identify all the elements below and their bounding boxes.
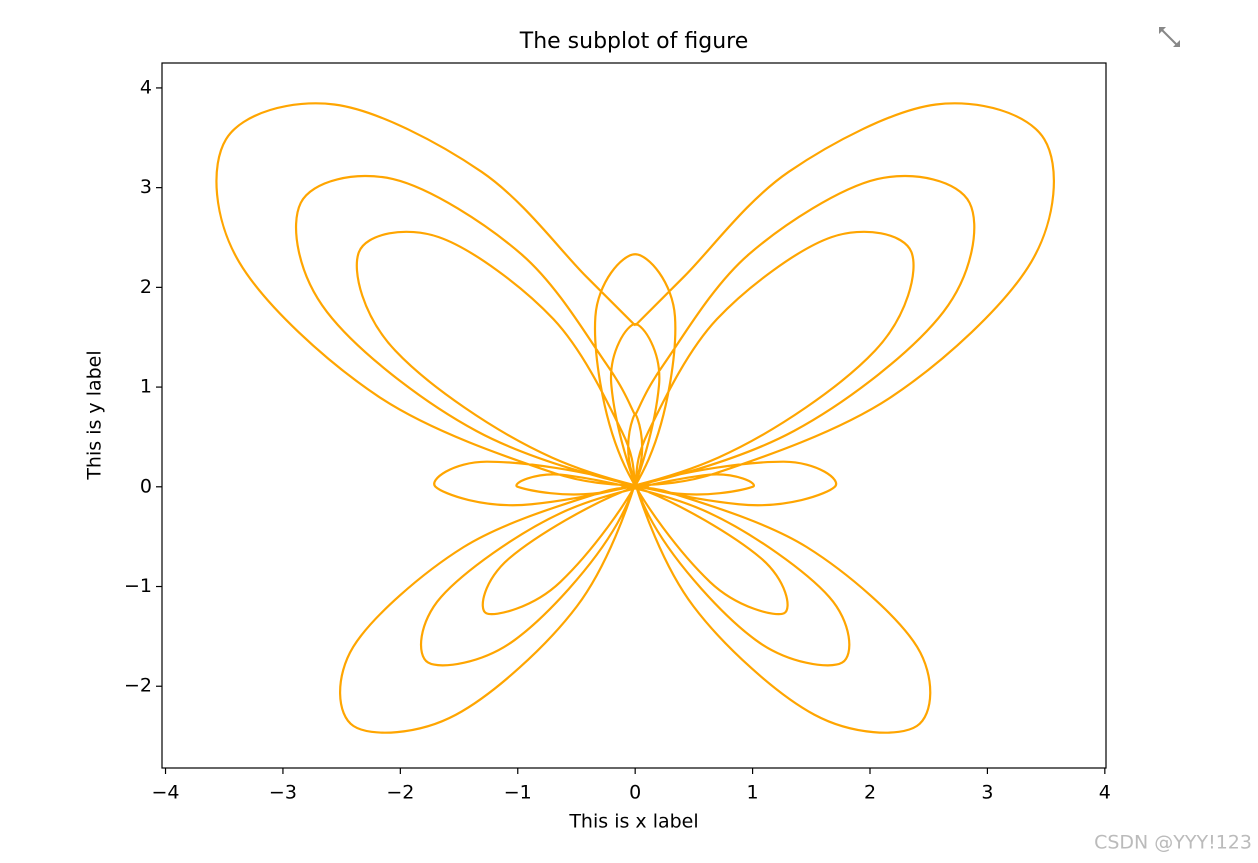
x-tick-label: −2	[386, 782, 414, 804]
x-tick-label: −1	[504, 782, 532, 804]
x-tick-label: 1	[747, 782, 759, 804]
y-tick-label: 1	[140, 376, 152, 398]
line-series	[215, 102, 1055, 734]
x-tick-label: −3	[269, 782, 297, 804]
x-tick-label: 3	[981, 782, 993, 804]
y-axis-label: This is y label	[84, 350, 106, 480]
y-tick-label: −2	[124, 675, 152, 697]
expand-icon[interactable]	[1159, 27, 1180, 47]
x-tick-label: 2	[864, 782, 876, 804]
chart-title: The subplot of figure	[519, 29, 749, 54]
x-tick-label: 4	[1099, 782, 1111, 804]
y-tick-label: 4	[140, 76, 152, 98]
x-tick-label: 0	[629, 782, 641, 804]
plot-frame	[161, 62, 1107, 769]
y-tick-label: 3	[140, 176, 152, 198]
y-tick-label: 2	[140, 276, 152, 298]
x-axis-label: This is x label	[568, 811, 698, 833]
y-tick-label: 0	[140, 475, 152, 497]
y-tick-label: −1	[124, 575, 152, 597]
watermark: CSDN @YYY!123	[1094, 832, 1252, 854]
x-tick-label: −4	[152, 782, 180, 804]
